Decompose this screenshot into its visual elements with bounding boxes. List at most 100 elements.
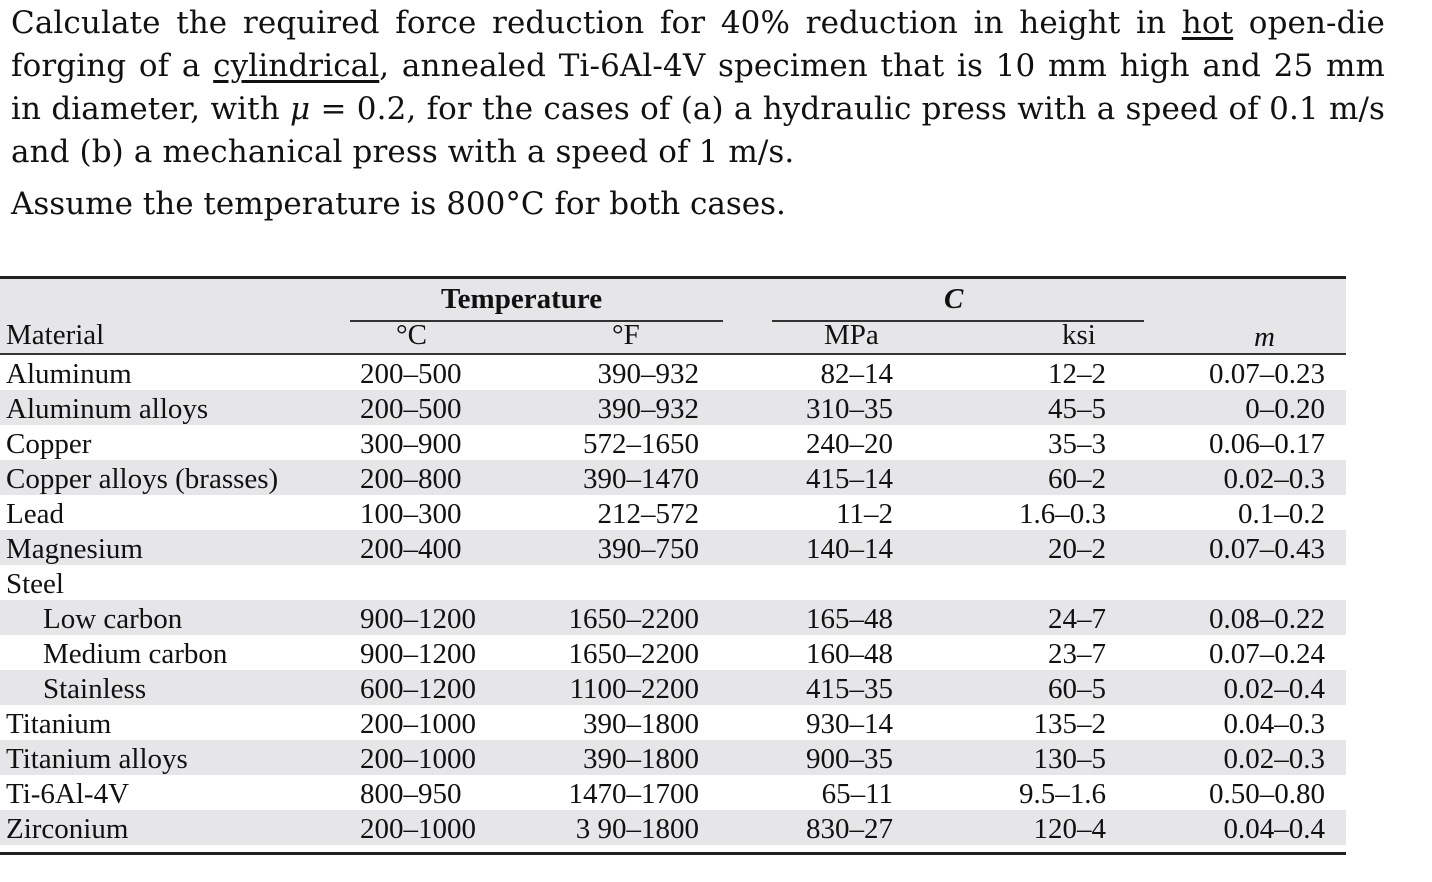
fahrenheit-cell: 572–1650: [583, 428, 699, 460]
mpa-cell: 65–11: [821, 778, 893, 810]
ksi-cell: [1010, 565, 1106, 600]
material-cell: Lead: [6, 498, 64, 530]
m-cell: 0.04–0.3: [1223, 708, 1326, 740]
m-cell: 0.02–0.3: [1223, 463, 1326, 495]
celsius-cell: 200–500: [360, 393, 462, 425]
mpa-cell: 11–2: [836, 498, 893, 530]
fahrenheit-cell: 390–1800: [583, 743, 699, 775]
fahrenheit-cell: 390–1470: [583, 463, 699, 495]
celsius-cell: 200–1000: [360, 813, 476, 845]
fahrenheit-cell: 3 90–1800: [575, 813, 699, 845]
celsius-cell: 200–1000: [360, 708, 476, 740]
material-cell: Copper alloys (brasses): [6, 463, 279, 495]
table-header: Temperature C Material °C °F MPa ksi m: [0, 279, 1346, 355]
ksi-cell: 12–2: [1048, 358, 1106, 390]
table-row: Aluminum alloys 200–500 390–932 310–35 45–5 0…: [0, 390, 1346, 425]
material-cell: Aluminum: [6, 358, 132, 390]
temperature-assumption: Assume the temperature is 800°C for both…: [11, 186, 786, 222]
problem-text-2: open-die forging of a: [11, 5, 1385, 84]
table-row: Medium carbon 900–1200 1650–2200 160–48 23–7…: [0, 635, 1346, 670]
material-cell: Stainless: [43, 673, 147, 705]
temperature-underline: [350, 320, 723, 322]
table-row: Titanium alloys 200–1000 390–1800 900–35 130…: [0, 740, 1346, 775]
table-row: Aluminum 200–500 390–932 82–14 12–2 0.07–0.23: [0, 355, 1346, 390]
fahrenheit-cell: [556, 565, 699, 600]
mpa-cell: 900–35: [806, 743, 893, 775]
header-ksi: ksi: [1062, 319, 1096, 351]
material-cell: Aluminum alloys: [6, 393, 209, 425]
table-row: Copper alloys (brasses) 200–800 390–1470 41…: [0, 460, 1346, 495]
fahrenheit-cell: 1100–2200: [569, 673, 699, 705]
celsius-cell: 800–950: [360, 778, 462, 810]
underlined-word-hot: hot: [1181, 5, 1234, 41]
ksi-cell: 20–2: [1048, 533, 1106, 565]
m-cell: 0.02–0.3: [1223, 743, 1326, 775]
m-cell: 0–0.20: [1245, 393, 1325, 425]
header-celsius: °C: [396, 319, 427, 351]
table-row: Magnesium 200–400 390–750 140–14 20–2 0.07–0.…: [0, 530, 1346, 565]
problem-text-1: Calculate the required force reduction f…: [11, 5, 1182, 41]
c-underline: [772, 320, 1144, 322]
mu-symbol: μ: [290, 91, 311, 127]
problem-text-3: , annealed Ti-6Al-4V specimen that is 10…: [11, 48, 1385, 127]
table-top-rule: [0, 276, 1346, 279]
material-cell: Titanium: [6, 708, 112, 740]
celsius-cell: 200–400: [360, 533, 462, 565]
celsius-cell: 900–1200: [360, 603, 476, 635]
fahrenheit-cell: 390–750: [597, 533, 700, 565]
ksi-cell: 23–7: [1048, 638, 1106, 670]
m-cell: 0.04–0.4: [1223, 813, 1326, 845]
header-temperature: Temperature: [441, 283, 603, 315]
m-cell: [1170, 565, 1325, 600]
mpa-cell: 930–14: [806, 708, 893, 740]
ksi-cell: 60–5: [1048, 673, 1106, 705]
problem-text-4: = 0.2, for the cases of (a) a hydraulic …: [11, 91, 1386, 170]
header-c-constant: C: [944, 283, 964, 315]
m-cell: 0.07–0.24: [1209, 638, 1325, 670]
table-row: Steel: [0, 565, 1346, 600]
mpa-cell: 165–48: [806, 603, 893, 635]
fahrenheit-cell: 1650–2200: [568, 603, 700, 635]
problem-paragraph: Calculate the required force reduction f…: [11, 2, 1385, 174]
m-cell: 0.07–0.23: [1209, 358, 1325, 390]
fahrenheit-cell: 212–572: [597, 498, 700, 530]
mpa-cell: 82–14: [820, 358, 894, 390]
underlined-word-cylindrical: cylindrical: [213, 48, 380, 84]
mpa-cell: 160–48: [806, 638, 893, 670]
material-cell: Ti-6Al-4V: [6, 778, 130, 810]
header-material: Material: [6, 319, 105, 351]
table-row: Copper 300–900 572–1650 240–20 35–3 0.06–0.17: [0, 425, 1346, 460]
fahrenheit-cell: 390–932: [597, 358, 700, 390]
table-bottom-rule: [0, 852, 1346, 855]
mpa-cell: 415–14: [806, 463, 893, 495]
material-cell: Medium carbon: [43, 638, 228, 670]
ksi-cell: 9.5–1.6: [1019, 778, 1106, 810]
table-row: Titanium 200–1000 390–1800 930–14 135–2 0.04–…: [0, 705, 1346, 740]
material-cell: Low carbon: [43, 603, 183, 635]
ksi-cell: 24–7: [1048, 603, 1106, 635]
mpa-cell: [778, 565, 893, 600]
ksi-cell: 35–3: [1048, 428, 1106, 460]
ksi-cell: 135–2: [1033, 708, 1107, 740]
celsius-cell: 300–900: [360, 428, 462, 460]
fahrenheit-cell: 390–932: [597, 393, 700, 425]
problem-statement: Calculate the required force reduction f…: [11, 2, 1385, 226]
material-cell: Copper: [6, 428, 92, 460]
table-row: Lead 100–300 212–572 11–2 1.6–0.3 0.1–0.2: [0, 495, 1346, 530]
mpa-cell: 830–27: [806, 813, 893, 845]
fahrenheit-cell: 1470–1700: [568, 778, 700, 810]
celsius-cell: 200–800: [360, 463, 462, 495]
m-cell: 0.08–0.22: [1209, 603, 1325, 635]
table-row: Ti-6Al-4V 800–950 1470–1700 65–11 9.5–1.6 0.5…: [0, 775, 1346, 810]
mpa-cell: 240–20: [806, 428, 893, 460]
m-cell: 0.06–0.17: [1209, 428, 1325, 460]
ksi-cell: 120–4: [1033, 813, 1107, 845]
celsius-cell: 900–1200: [360, 638, 476, 670]
ksi-cell: 1.6–0.3: [1019, 498, 1106, 530]
fahrenheit-cell: 1650–2200: [568, 638, 700, 670]
material-cell: Magnesium: [6, 533, 143, 565]
table-row: Zirconium 200–1000 3 90–1800 830–27 120–4 0.0…: [0, 810, 1346, 845]
celsius-cell: 200–1000: [360, 743, 476, 775]
mpa-cell: 140–14: [806, 533, 893, 565]
ksi-cell: 130–5: [1033, 743, 1107, 775]
